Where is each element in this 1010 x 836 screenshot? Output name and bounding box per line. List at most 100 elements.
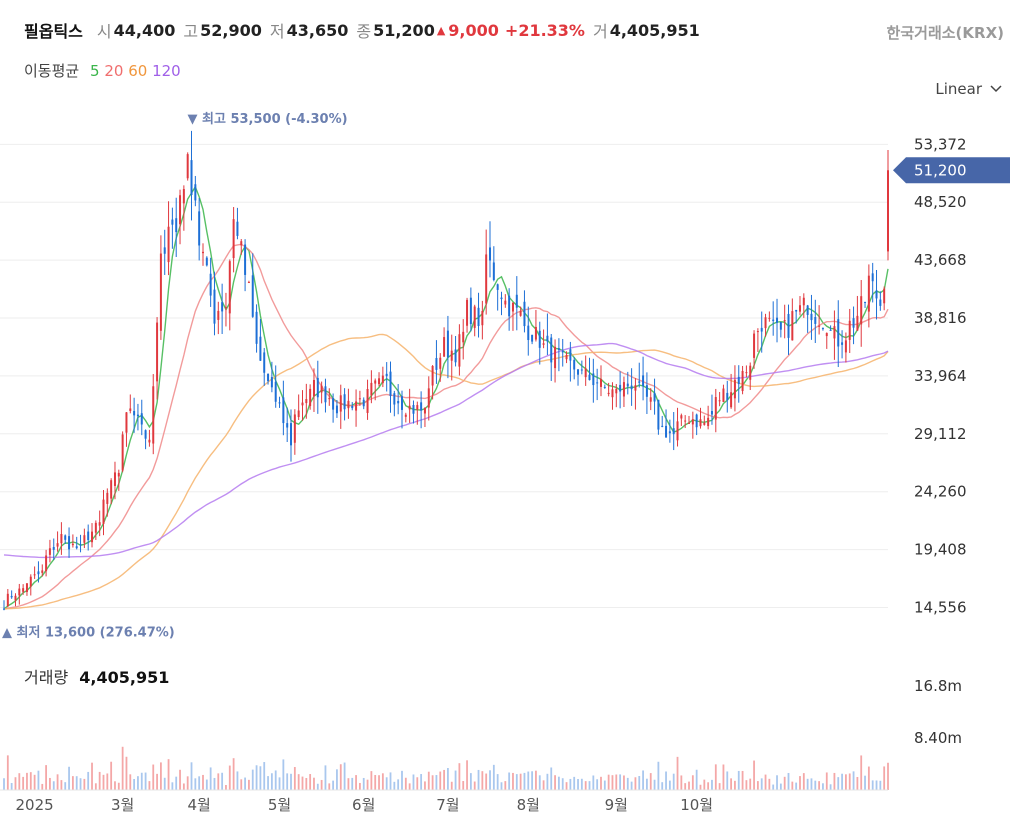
candle-body	[136, 414, 139, 417]
volume-bar	[764, 774, 767, 790]
candle-body	[565, 354, 568, 360]
candle-body	[381, 375, 384, 384]
volume-bar	[332, 780, 335, 790]
volume-bar	[642, 770, 644, 790]
volume-bar	[756, 781, 759, 790]
volume-bar	[251, 769, 254, 790]
volume-bar	[362, 777, 365, 790]
volume-bar	[22, 776, 25, 790]
volume-bar	[691, 775, 694, 790]
volume-bar	[753, 760, 755, 790]
volume-bar	[649, 773, 652, 790]
candle-body	[385, 373, 388, 377]
candle-body	[496, 284, 499, 290]
volume-bar	[466, 760, 468, 790]
candle-body	[267, 373, 270, 382]
candle-body	[64, 535, 67, 540]
candle-body	[546, 335, 549, 342]
candle-body	[756, 331, 759, 333]
volume-bar	[106, 773, 109, 790]
candle-body	[665, 425, 668, 438]
volume-bar	[864, 775, 866, 790]
candle-body	[500, 297, 503, 300]
volume-bar	[324, 765, 327, 790]
candle-body	[3, 608, 5, 610]
candle-body	[18, 588, 21, 596]
candle-body	[561, 350, 564, 353]
volume-bar	[129, 774, 132, 790]
volume-tick-label: 16.8m	[914, 677, 962, 695]
candle-body	[527, 325, 530, 341]
volume-bar	[64, 782, 67, 790]
volume-bar	[703, 779, 706, 790]
volume-bar	[638, 776, 641, 790]
candle-body	[355, 401, 358, 411]
candle-body	[431, 365, 434, 386]
candle-body	[121, 434, 124, 471]
volume-bar	[87, 771, 90, 790]
volume-bar	[286, 773, 289, 790]
candle-body	[645, 385, 648, 397]
moving-average-legend[interactable]: 이동평균 5 20 60 120	[24, 60, 181, 81]
candle-body	[435, 358, 438, 370]
volume-bar	[163, 777, 166, 790]
volume-bar	[125, 756, 128, 790]
ma20-line	[3, 243, 889, 610]
volume-bar	[175, 776, 178, 790]
candle-body	[41, 570, 44, 573]
volume-bar	[52, 781, 55, 790]
volume-bar	[194, 778, 197, 790]
volume-bar	[799, 776, 801, 790]
y-tick-label: 48,520	[914, 193, 967, 211]
candle-body	[753, 333, 756, 358]
volume-bar	[133, 778, 136, 790]
candle-body	[255, 311, 258, 344]
volume-bar	[447, 768, 449, 790]
volume-bar	[665, 771, 667, 790]
volume-bar	[584, 781, 587, 790]
volume-bar	[814, 780, 817, 790]
ma60-legend: 60	[128, 62, 148, 80]
volume-bar	[416, 777, 419, 790]
candle-body	[71, 543, 74, 546]
candle-body	[668, 431, 671, 434]
candle-body	[339, 395, 342, 412]
volume-bar	[49, 777, 51, 790]
candle-body	[867, 275, 870, 312]
quote-header: 필옵틱스 시 44,400 고 52,900 저 43,650 종 51,200…	[24, 18, 708, 42]
volume-bar	[523, 772, 526, 790]
volume-bar	[270, 773, 273, 790]
candle-body	[680, 415, 683, 419]
candle-body	[144, 430, 147, 439]
volume-bar	[41, 783, 44, 790]
candle-body	[110, 480, 113, 499]
candle-body	[860, 296, 863, 325]
candle-body	[404, 414, 407, 417]
volume-bar	[615, 774, 618, 790]
volume-bar	[546, 773, 549, 790]
volume-bar	[845, 774, 847, 790]
volume-bar	[489, 770, 491, 790]
volume-bar	[802, 773, 805, 790]
candle-body	[596, 382, 599, 384]
candle-body	[848, 320, 851, 340]
candle-body	[335, 405, 338, 414]
y-tick-label: 14,556	[914, 598, 967, 616]
candle-body	[14, 595, 17, 601]
y-tick-label: 19,408	[914, 541, 967, 559]
candle-body	[205, 257, 208, 266]
volume-bar	[657, 761, 660, 790]
candle-body	[236, 221, 239, 236]
volume-bar	[190, 762, 193, 790]
volume-bar	[263, 762, 266, 790]
candle-body	[113, 472, 116, 486]
candle-body	[485, 254, 488, 304]
candle-body	[397, 400, 400, 404]
volume-bar	[623, 775, 625, 790]
volume-bar	[531, 771, 534, 790]
candle-body	[837, 319, 840, 347]
scale-dropdown[interactable]: Linear	[935, 80, 1002, 98]
candle-body	[301, 402, 304, 406]
candle-body	[83, 535, 86, 543]
